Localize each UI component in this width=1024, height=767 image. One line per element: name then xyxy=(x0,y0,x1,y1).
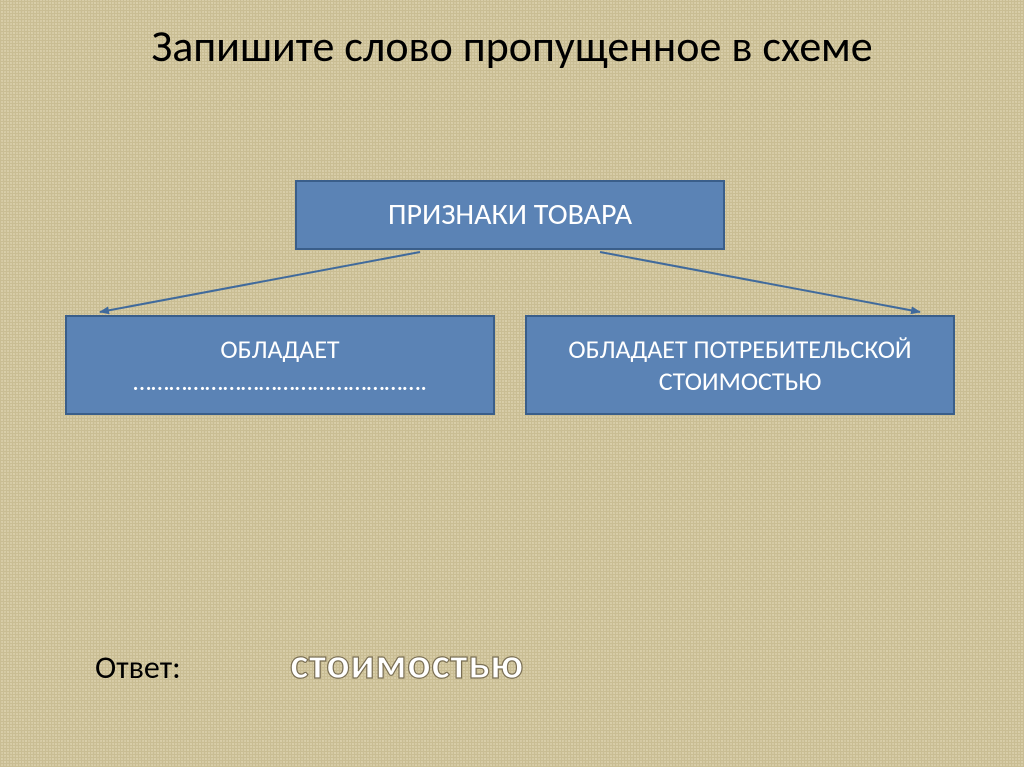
arrow-left xyxy=(100,252,420,312)
box-top: ПРИЗНАКИ ТОВАРА xyxy=(295,180,725,250)
box-left-text: ОБЛАДАЕТ …………………………………………. xyxy=(133,333,427,398)
answer-value: стоимостью xyxy=(290,636,524,690)
box-right: ОБЛАДАЕТ ПОТРЕБИТЕЛЬСКОЙ СТОИМОСТЬЮ xyxy=(525,315,955,415)
answer-label: Ответ: xyxy=(95,648,181,687)
slide: Запишите слово пропущенное в схеме ПРИЗН… xyxy=(0,0,1024,767)
box-right-text: ОБЛАДАЕТ ПОТРЕБИТЕЛЬСКОЙ СТОИМОСТЬЮ xyxy=(537,333,943,398)
box-left: ОБЛАДАЕТ …………………………………………. xyxy=(65,315,495,415)
box-top-text: ПРИЗНАКИ ТОВАРА xyxy=(388,196,632,234)
arrow-right xyxy=(600,252,920,312)
slide-title: Запишите слово пропущенное в схеме xyxy=(0,20,1024,73)
